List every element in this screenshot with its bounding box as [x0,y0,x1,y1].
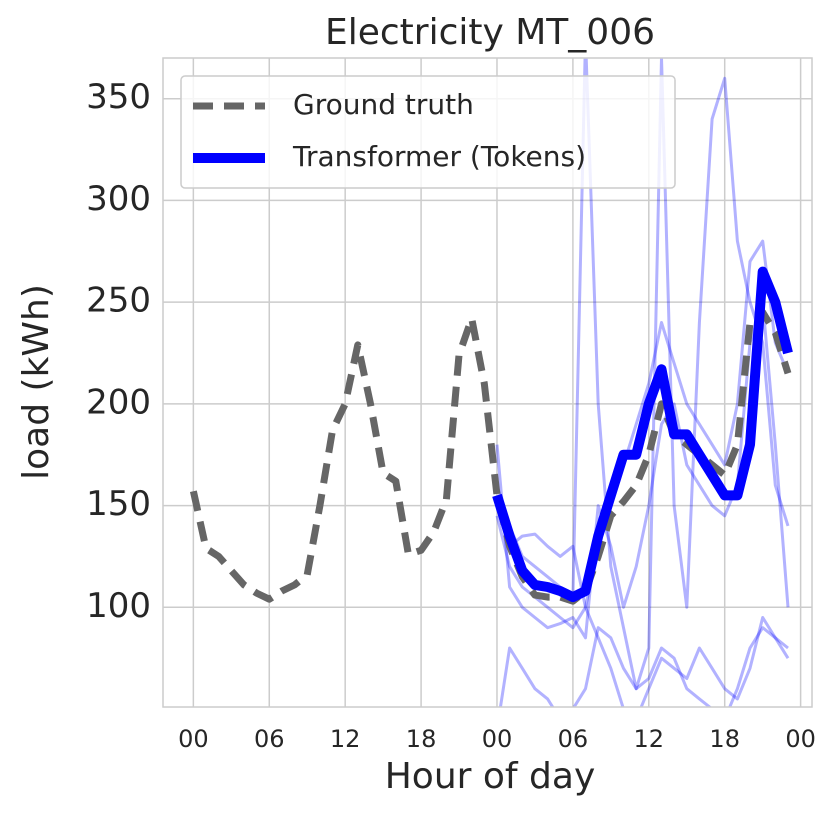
x-tick-label: 12 [634,725,665,753]
x-tick-label: 18 [406,725,437,753]
sample-line [495,505,790,707]
x-tick-label: 00 [178,725,209,753]
sample-line [495,239,790,630]
x-tick-label: 12 [330,725,361,753]
sample-line [495,300,790,640]
y-axis-label: load (kWh) [16,284,57,480]
y-tick-label: 150 [86,484,151,524]
lines [189,58,793,707]
plot-frame [162,57,813,708]
legend-box [180,75,676,189]
sample-line [495,58,790,691]
y-tick-label: 250 [86,281,151,321]
x-tick-label: 00 [482,725,513,753]
y-tick-label: 300 [86,179,151,219]
x-axis-label: Hour of day [385,756,596,797]
y-tick-label: 350 [86,77,151,117]
legend: Ground truth Transformer (Tokens) [180,75,676,189]
legend-label: Transformer (Tokens) [292,140,586,173]
y-tick-label: 100 [86,586,151,626]
x-tick-label: 18 [709,725,740,753]
x-tick-label: 06 [558,725,589,753]
y-tick-label: 200 [86,382,151,422]
chart-title: Electricity MT_006 [325,12,655,53]
series-line [492,266,793,603]
legend-label: Ground truth [293,88,474,121]
x-tick-label: 06 [254,725,285,753]
x-tick-label: 00 [785,725,816,753]
sample-line [498,626,789,707]
